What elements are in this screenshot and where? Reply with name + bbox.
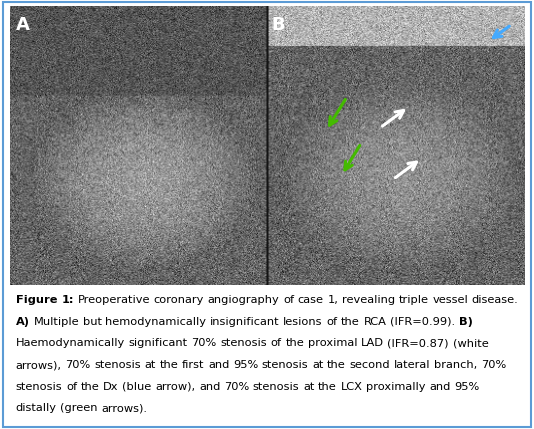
Text: Multiple: Multiple — [34, 317, 79, 326]
Text: the: the — [341, 317, 360, 326]
Text: and: and — [429, 382, 450, 392]
Text: distally: distally — [16, 403, 57, 414]
Text: 70%: 70% — [65, 360, 91, 370]
Text: arrow),: arrow), — [155, 382, 195, 392]
Text: (IFR=0.99).: (IFR=0.99). — [390, 317, 455, 326]
Text: LCX: LCX — [340, 382, 362, 392]
Text: B): B) — [459, 317, 473, 326]
Text: (white: (white — [452, 338, 488, 348]
Text: proximal: proximal — [308, 338, 357, 348]
Text: 95%: 95% — [454, 382, 480, 392]
Text: B: B — [271, 16, 285, 34]
Text: proximally: proximally — [366, 382, 426, 392]
Text: A): A) — [16, 317, 30, 326]
Text: vessel: vessel — [432, 295, 468, 305]
Text: the: the — [81, 382, 99, 392]
Text: stenosis: stenosis — [253, 382, 300, 392]
Text: branch,: branch, — [434, 360, 477, 370]
Text: second: second — [350, 360, 390, 370]
Text: Dx: Dx — [103, 382, 119, 392]
Text: first: first — [182, 360, 205, 370]
Text: the: the — [318, 382, 337, 392]
Text: angiography: angiography — [208, 295, 279, 305]
Text: the: the — [327, 360, 346, 370]
Text: RCA: RCA — [364, 317, 386, 326]
Text: LAD: LAD — [361, 338, 384, 348]
Text: Preoperative: Preoperative — [77, 295, 150, 305]
Text: the: the — [160, 360, 178, 370]
Text: 95%: 95% — [233, 360, 258, 370]
Text: hemodynamically: hemodynamically — [105, 317, 206, 326]
Text: A: A — [16, 16, 30, 34]
Text: and: and — [208, 360, 230, 370]
Text: Figure: Figure — [16, 295, 57, 305]
Text: arrows),: arrows), — [16, 360, 62, 370]
Text: lateral: lateral — [394, 360, 430, 370]
Text: at: at — [303, 382, 315, 392]
Text: 70%: 70% — [481, 360, 506, 370]
Text: revealing: revealing — [342, 295, 395, 305]
Text: of: of — [283, 295, 294, 305]
Text: at: at — [312, 360, 324, 370]
Text: 70%: 70% — [224, 382, 249, 392]
Text: of: of — [271, 338, 281, 348]
Text: triple: triple — [398, 295, 429, 305]
Text: insignificant: insignificant — [210, 317, 279, 326]
Text: 70%: 70% — [191, 338, 217, 348]
Text: 1:: 1: — [61, 295, 74, 305]
Text: Haemodynamically: Haemodynamically — [16, 338, 125, 348]
Text: coronary: coronary — [154, 295, 204, 305]
Text: disease.: disease. — [472, 295, 519, 305]
Text: of: of — [66, 382, 77, 392]
Text: stenosis: stenosis — [16, 382, 62, 392]
Text: case: case — [297, 295, 324, 305]
Text: at: at — [145, 360, 156, 370]
Text: arrows).: arrows). — [101, 403, 147, 414]
Text: 1,: 1, — [327, 295, 338, 305]
Text: (blue: (blue — [122, 382, 152, 392]
Text: stenosis: stenosis — [221, 338, 267, 348]
Text: but: but — [83, 317, 101, 326]
Text: stenosis: stenosis — [262, 360, 309, 370]
Text: the: the — [285, 338, 304, 348]
Text: and: and — [199, 382, 221, 392]
Text: (IFR=0.87): (IFR=0.87) — [387, 338, 449, 348]
Text: (green: (green — [60, 403, 98, 414]
Text: stenosis: stenosis — [95, 360, 141, 370]
Text: of: of — [326, 317, 337, 326]
Text: significant: significant — [129, 338, 188, 348]
Text: lesions: lesions — [283, 317, 323, 326]
